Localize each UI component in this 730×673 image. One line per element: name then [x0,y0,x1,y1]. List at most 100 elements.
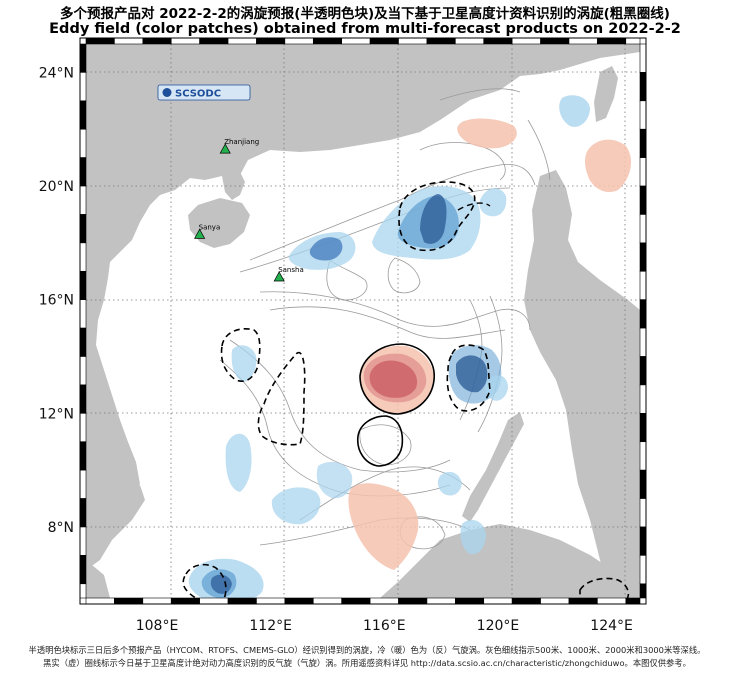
frame-right-segment [639,299,647,329]
frame-bottom-segment [85,597,115,605]
frame-top-segment [312,37,342,45]
frame-left-segment [79,356,87,386]
city-marker-icon [194,228,206,239]
frame-left-segment [79,583,87,599]
frame-top-segment [625,37,641,45]
cyclonic-patch-luzon-west-light [485,375,508,401]
anticyclonic-patch-sunda [348,483,419,570]
cyclonic-patch-sunda [271,487,321,525]
land-borneo [380,524,640,598]
cyclone-contour-dongsha [398,181,476,252]
land-taiwan [594,66,618,122]
logo-text: SCSODC [175,89,221,100]
anticyclonic-patch-luzon-strait [457,118,517,149]
frame-top-segment [398,37,428,45]
frame-bottom-segment [540,597,570,605]
cyclonic-forecast-patches [188,95,590,598]
map-frame [79,37,647,605]
anticyclone-contour-central [359,343,435,415]
frame-left-segment [79,441,87,471]
eddy-map: Zhanjiang Sanya Sansha SCSODC 108°E 112°E 11… [39,37,647,634]
anticyclonic-forecast-patches [348,118,632,570]
city-markers: Zhanjiang Sanya Sansha [194,138,304,282]
frame-left-segment [79,242,87,272]
cyclone-contour-mekong [182,563,227,598]
frame-bottom-segment [142,597,172,605]
frame-bottom-segment [426,597,456,605]
frame-top-segment [426,37,456,45]
footer-notes: 半透明色块标示三日后多个预报产品（HYCOM、RTOFS、CMEMS-GLO）经… [6,644,728,670]
frame-right-segment [639,327,647,357]
frame-left-segment [79,72,87,102]
frame-right-segment [639,185,647,215]
scsodc-logo: SCSODC [157,84,251,101]
city-label: Zhanjiang [224,138,259,146]
frame-top-segment [597,37,627,45]
frame-left-segment [79,299,87,329]
frame-bottom-segment [625,597,641,605]
frame-top-segment [114,37,144,45]
lat-tick-label: 24°N [39,65,74,81]
chinese-title: 多个预报产品对 2022-2-2的涡旋预报(半透明色块)及当下基于卫星高度计资料… [60,6,670,22]
frame-top-segment [199,37,229,45]
anticyclonic-patch-central-dark [369,360,418,398]
land-mainland [86,44,640,560]
frame-bottom-segment [398,597,428,605]
lon-tick-label: 112°E [249,618,292,634]
axis-tick-labels: 108°E 112°E 116°E 120°E 124°E 8°N 12°N 16°N 20°N… [39,65,633,634]
frame-bottom-segment [597,597,627,605]
city-label: Sansha [278,266,304,274]
frame-right-segment [639,469,647,499]
frame-top-segment [284,37,314,45]
frame-right-segment [639,441,647,471]
frame-right-segment [639,128,647,158]
frame-right-segment [639,413,647,443]
altimeter-eddies [182,181,630,598]
frame-bottom-segment [341,597,371,605]
frame-left-segment [79,498,87,528]
frame-bottom-segment [114,597,144,605]
land-hainan [188,198,250,248]
frame-left-segment [79,384,87,414]
lat-tick-label: 12°N [39,406,74,422]
city-marker-icon [273,271,285,282]
cyclonic-patch-vietnam-coast [231,345,257,382]
cyclonic-patch-luzon-strait [559,95,590,127]
frame-right-segment [639,43,647,73]
frame-bottom-segment [227,597,257,605]
anticyclonic-patch-east-taiwan [585,139,632,193]
frame-right-segment [639,270,647,300]
frame-bottom-segment [455,597,485,605]
frame-top-segment [483,37,513,45]
frame-right-segment [639,526,647,556]
cyclonic-patch-vietnam-south [225,433,252,492]
land-malay [86,560,110,598]
frame-outline [79,37,647,605]
lat-tick-label: 16°N [39,293,74,309]
frame-left-segment [79,43,87,73]
frame-top-segment [369,37,399,45]
cyclonic-patch-center-light [316,461,353,499]
frame-top-segment [568,37,598,45]
cyclonic-patch-mekong-dark [210,574,232,594]
english-title: Eddy field (color patches) obtained from… [49,21,681,37]
city-label: Sanya [199,223,221,231]
lon-tick-label: 108°E [136,618,179,634]
frame-left-segment [79,214,87,244]
land-leizhou [222,172,245,200]
frame-bottom-segment [568,597,598,605]
lon-tick-label: 116°E [363,618,406,634]
land-mekong [86,485,145,570]
anticyclone-contour-south [356,415,404,467]
frame-right-segment [639,242,647,272]
frame-right-segment [639,157,647,187]
cyclonic-patch-dongsha-dark [420,194,447,244]
cyclone-contour-vietnam-south [257,351,306,446]
frame-right-segment [639,583,647,599]
frame-right-segment [639,498,647,528]
city-marker-icon [219,143,231,154]
frame-left-segment [79,185,87,215]
frame-left-segment [79,270,87,300]
frame-right-segment [639,100,647,130]
frame-top-segment [85,37,115,45]
